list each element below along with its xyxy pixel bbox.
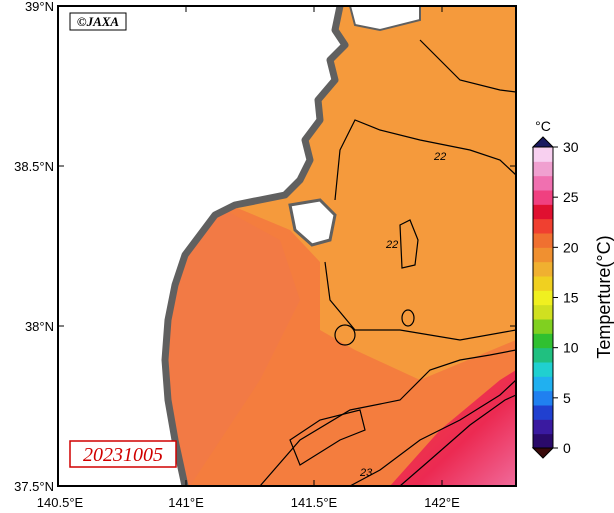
colorbar-tick-label: 0 [563, 440, 571, 456]
contour-label: 23 [359, 467, 373, 479]
colorbar-segment [533, 419, 553, 435]
contour-line [334, 324, 356, 346]
lon-label: 141.5°E [291, 495, 338, 510]
contour-line [399, 394, 516, 486]
lon-label: 142°E [424, 495, 460, 510]
hot-water-region [390, 370, 516, 486]
colorbar-segment [533, 276, 553, 291]
lat-label: 39°N [25, 0, 54, 14]
colorbar-segment [533, 161, 553, 177]
colorbar-segment [533, 319, 553, 334]
credit-text: ©JAXA [77, 14, 120, 29]
colorbar-segment [533, 347, 553, 363]
colorbar-segment [533, 175, 553, 191]
colorbar-segment [533, 190, 553, 205]
date-box [69, 440, 177, 468]
map-area: 22 22 23 [58, 6, 516, 486]
lon-label: 140.5°E [37, 495, 84, 510]
colorbar-segment [533, 290, 553, 306]
colorbar-segment [533, 247, 553, 263]
colorbar-min-arrow [531, 447, 555, 459]
colorbar-tick-label: 15 [563, 290, 579, 306]
colorbar-title: Temperture(°C) [594, 235, 614, 358]
colorbar-segment [533, 261, 553, 277]
lon-label: 141°E [168, 495, 204, 510]
contour-line [324, 261, 516, 341]
colorbar-max-arrow [531, 136, 555, 148]
colorbar-segment [533, 218, 553, 234]
axis-ticks [58, 5, 516, 486]
colorbar: 0 5 10 15 20 25 30 [531, 136, 579, 459]
contour-label: 22 [433, 151, 446, 163]
colorbar-unit: °C [535, 118, 551, 134]
colorbar-segment [533, 390, 553, 406]
contour-line [349, 379, 516, 486]
contour-line [259, 349, 516, 486]
date-label: 20231005 [83, 444, 163, 466]
lat-label: 38°N [25, 319, 54, 334]
colorbar-segment [533, 333, 553, 349]
credit-box [69, 12, 127, 31]
colorbar-tick-label: 20 [563, 239, 579, 255]
colorbar-segment [533, 433, 553, 449]
colorbar-segment [533, 204, 553, 220]
colorbar-tick-label: 30 [563, 139, 579, 155]
contour-line [399, 219, 419, 269]
peninsula-land [288, 198, 337, 247]
colorbar-segment [533, 405, 553, 420]
contour-line [419, 39, 516, 93]
colorbar-tick-label: 5 [563, 390, 571, 406]
colorbar-tick-label: 25 [563, 189, 579, 205]
northern-land [348, 6, 421, 32]
colorbar-tick-label: 10 [563, 340, 579, 356]
contour-line [401, 309, 415, 327]
colorbar-segment [533, 376, 553, 392]
warm-water-coastal [168, 210, 300, 486]
contour-line [334, 119, 516, 201]
coastline [161, 6, 349, 486]
map-frame [57, 5, 517, 487]
colorbar-segment [533, 304, 553, 320]
land-mass [58, 6, 345, 486]
contour-label: 22 [385, 239, 398, 251]
lat-label: 37.5°N [14, 479, 54, 494]
lat-label: 38.5°N [14, 159, 54, 174]
colorbar-segment [533, 362, 553, 377]
colorbar-segment [533, 233, 553, 248]
colorbar-segment [533, 147, 553, 162]
contour-line [289, 409, 366, 466]
